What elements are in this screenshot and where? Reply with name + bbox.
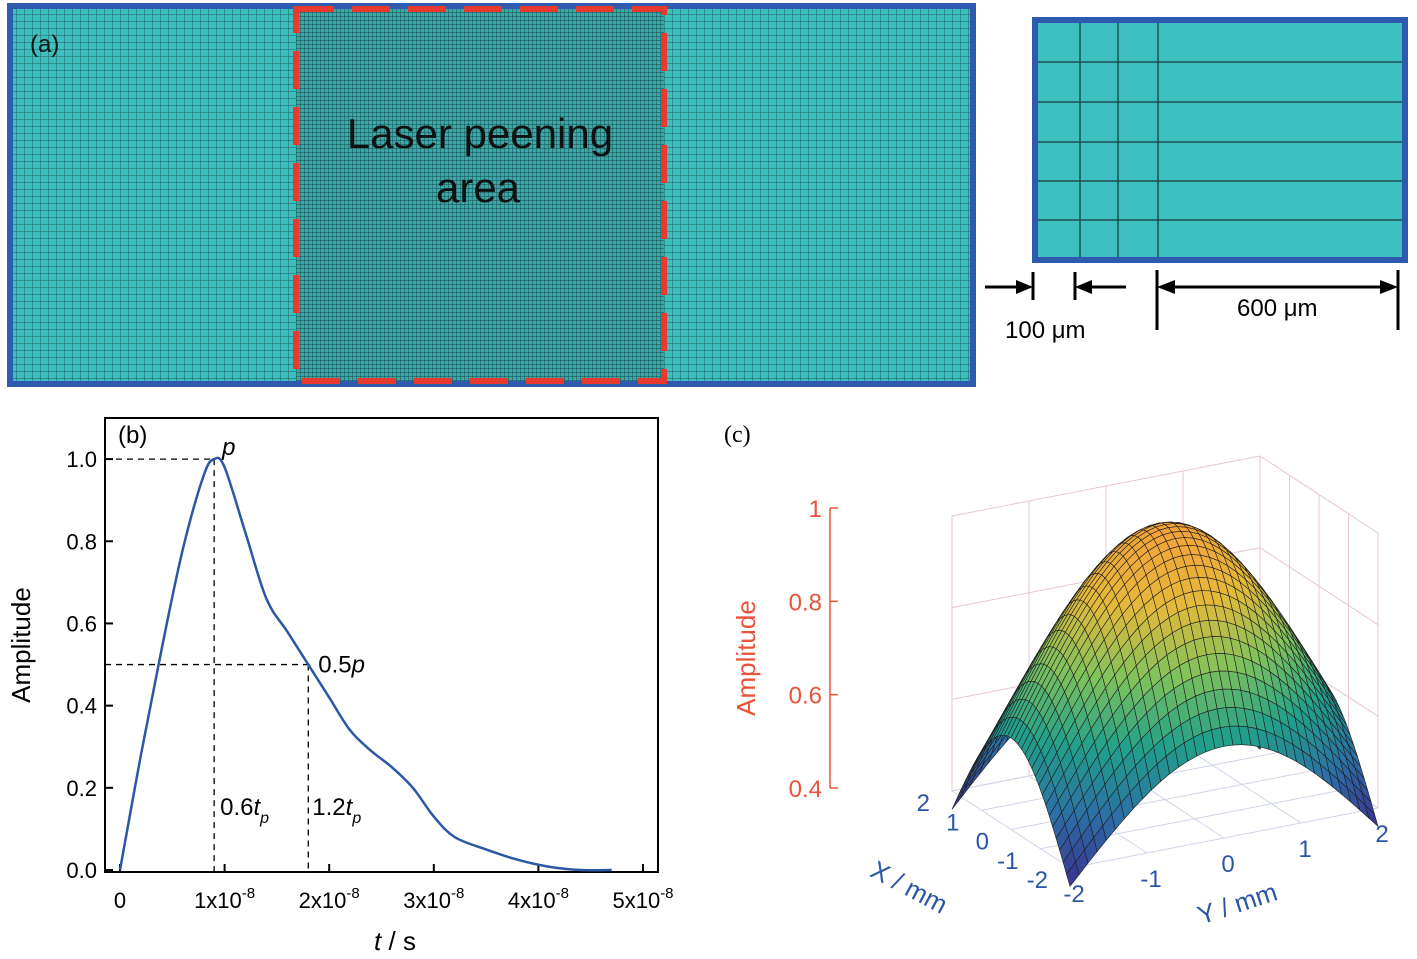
x-tick-group: 0 1x10-8 2x10-8 3x10-8 4x10-8 5x10-8: [114, 864, 674, 913]
dimension-large-label: 600 μm: [1237, 295, 1318, 322]
t1-label-sub: p: [259, 810, 269, 827]
panel-c-label: (c): [724, 422, 751, 448]
x-tick-label: 1x10-8: [194, 885, 255, 913]
y-tick-label: 0.0: [66, 858, 97, 883]
t1-label-var: t: [254, 794, 262, 821]
x-tick-mantissa: 3x10: [403, 888, 451, 913]
mesh-detail-lines: [1038, 23, 1402, 257]
amplitude-curve: [118, 456, 612, 872]
x-tick-mantissa: 4x10: [508, 888, 556, 913]
z-axis-title: Amplitude: [731, 600, 761, 716]
x-tick-label: 4x10-8: [508, 885, 569, 913]
x-tick-label: 0: [114, 888, 126, 913]
plot-frame: [104, 417, 659, 873]
y-tick-label: 0.6: [66, 611, 97, 636]
x-tick-exponent: -8: [660, 885, 673, 902]
t2-label: 1.2tp: [312, 794, 361, 827]
x-axis-title: t / s: [374, 926, 416, 956]
annotations: p0.5p0.6tp 1.2tp: [220, 434, 365, 827]
y-tick-label: -2: [1063, 881, 1084, 908]
z-tick-label: 0.6: [789, 683, 822, 710]
y-tick-label: 0.8: [66, 529, 97, 554]
floor-grid: [1182, 745, 1302, 824]
peening-area-mesh: [296, 9, 664, 381]
y-tick-label: 1.0: [66, 447, 97, 472]
x-tick-mantissa: 1x10: [194, 888, 242, 913]
panel-a-label: (a): [30, 31, 59, 58]
z-tick-label: 1: [809, 496, 822, 523]
mesh-detail: 100 μm 600 μm: [985, 17, 1408, 344]
x-tick-mantissa: 5x10: [612, 888, 660, 913]
t2-label-sub: p: [351, 810, 361, 827]
x-tick-exponent: -8: [242, 885, 255, 902]
x-tick-label: -1: [997, 848, 1018, 875]
dimension-markers: [985, 270, 1400, 330]
surface-cell: [1364, 804, 1379, 828]
x-tick-label: 0: [976, 829, 989, 856]
x-tick-label: 3x10-8: [403, 885, 464, 913]
peak-label: p: [221, 434, 235, 461]
x-tick-label: 2: [917, 790, 930, 817]
y-tick-label: 2: [1375, 821, 1388, 848]
t1-label-coef: 0.6: [220, 794, 253, 821]
y-tick-label: 0.2: [66, 776, 97, 801]
x-tick-exponent: -8: [556, 885, 569, 902]
y-tick-label: -1: [1140, 866, 1161, 893]
z-tick-label: 0.4: [789, 776, 822, 803]
t2-label-var: t: [346, 794, 354, 821]
half-coef: 0.5: [318, 652, 351, 679]
panel-a: (a) Laser peening area: [7, 3, 1408, 387]
x-axis-title-3d: X / mm: [866, 854, 953, 919]
half-var: p: [351, 652, 365, 679]
panel-b: (b) 0.00.20.40.60.81.0 0 1x10-8 2x10-8 3x10…: [6, 417, 674, 956]
panel-b-label: (b): [118, 422, 147, 449]
y-tick-label: 1: [1298, 836, 1311, 863]
mesh-detail-box: [1032, 17, 1408, 263]
y-axis-title-3d: Y / mm: [1194, 877, 1281, 931]
x-tick-exponent: -8: [346, 885, 359, 902]
x-tick-label: 1: [946, 809, 959, 836]
y-tick-group: 0.0 0.2 0.4 0.6 0.8 1.0: [66, 447, 113, 883]
x-axis-title-rest: / s: [381, 926, 416, 956]
x-tick-label: -2: [1027, 867, 1048, 894]
peening-area-label-line2: area: [436, 164, 521, 211]
peening-area-label-line1: Laser peening: [347, 110, 613, 157]
z-tick-label: 0.8: [789, 589, 822, 616]
x-tick-label: 2x10-8: [299, 885, 360, 913]
half-peak-label: 0.5p: [318, 652, 365, 679]
dimension-small-label: 100 μm: [1005, 317, 1086, 344]
y-tick-label: 0.4: [66, 694, 97, 719]
x-axis-title-var: t: [374, 926, 383, 956]
x-tick-mantissa: 2x10: [299, 888, 347, 913]
t2-label-coef: 1.2: [312, 794, 345, 821]
reference-guides: [105, 458, 309, 872]
y-tick-label: 0: [1221, 851, 1234, 878]
x-tick-exponent: -8: [451, 885, 464, 902]
y-axis-title: Amplitude: [6, 587, 36, 703]
surface-mesh: [951, 521, 1379, 887]
peening-area-dashed-border: [293, 6, 667, 384]
x-tick-label: 5x10-8: [612, 885, 673, 913]
t1-label: 0.6tp: [220, 794, 269, 827]
